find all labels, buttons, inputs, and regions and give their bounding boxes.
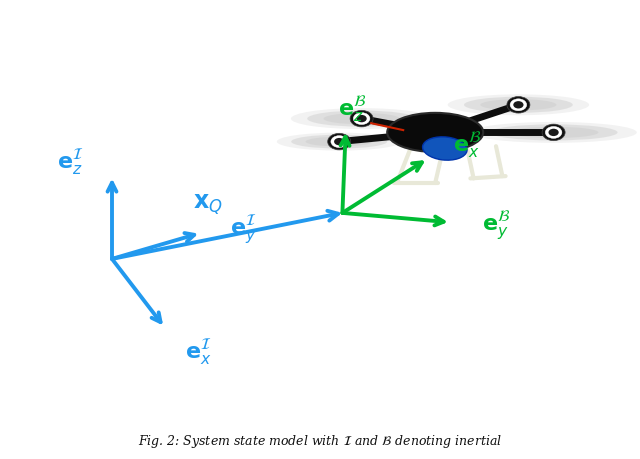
Circle shape bbox=[350, 111, 373, 128]
Circle shape bbox=[331, 136, 348, 148]
Ellipse shape bbox=[480, 100, 557, 111]
Ellipse shape bbox=[387, 113, 483, 152]
Circle shape bbox=[510, 100, 527, 112]
Ellipse shape bbox=[448, 95, 589, 116]
Ellipse shape bbox=[277, 134, 402, 151]
Text: $\mathbf{x}_{Q}$: $\mathbf{x}_{Q}$ bbox=[193, 192, 223, 216]
Ellipse shape bbox=[291, 135, 387, 149]
Circle shape bbox=[507, 97, 530, 114]
Ellipse shape bbox=[490, 125, 618, 141]
Ellipse shape bbox=[470, 123, 637, 144]
Circle shape bbox=[356, 116, 367, 123]
Ellipse shape bbox=[422, 138, 467, 161]
Circle shape bbox=[334, 139, 344, 146]
Text: $\mathbf{e}_{z}^{\mathcal{B}}$: $\mathbf{e}_{z}^{\mathcal{B}}$ bbox=[338, 95, 366, 124]
Circle shape bbox=[353, 113, 370, 125]
Ellipse shape bbox=[307, 111, 416, 128]
Text: Fig. 2: System state model with $\mathcal{I}$ and $\mathcal{B}$ denoting inertia: Fig. 2: System state model with $\mathca… bbox=[138, 432, 502, 449]
Circle shape bbox=[513, 102, 524, 109]
Text: $\mathbf{e}_{x}^{\mathcal{I}}$: $\mathbf{e}_{x}^{\mathcal{I}}$ bbox=[185, 337, 212, 367]
Text: $\mathbf{e}_{y}^{\mathcal{B}}$: $\mathbf{e}_{y}^{\mathcal{B}}$ bbox=[482, 208, 510, 241]
Circle shape bbox=[542, 125, 565, 141]
Text: $\mathbf{e}_{z}^{\mathcal{I}}$: $\mathbf{e}_{z}^{\mathcal{I}}$ bbox=[57, 147, 84, 177]
Circle shape bbox=[548, 129, 559, 137]
Ellipse shape bbox=[291, 109, 433, 130]
Ellipse shape bbox=[509, 128, 598, 139]
Text: $\mathbf{e}_{x}^{\mathcal{B}}$: $\mathbf{e}_{x}^{\mathcal{B}}$ bbox=[453, 130, 481, 159]
Circle shape bbox=[328, 134, 351, 151]
Ellipse shape bbox=[306, 138, 373, 147]
Ellipse shape bbox=[464, 97, 573, 113]
Circle shape bbox=[545, 127, 562, 139]
Ellipse shape bbox=[323, 114, 399, 125]
Text: $\mathbf{e}_{y}^{\mathcal{I}}$: $\mathbf{e}_{y}^{\mathcal{I}}$ bbox=[230, 213, 257, 246]
